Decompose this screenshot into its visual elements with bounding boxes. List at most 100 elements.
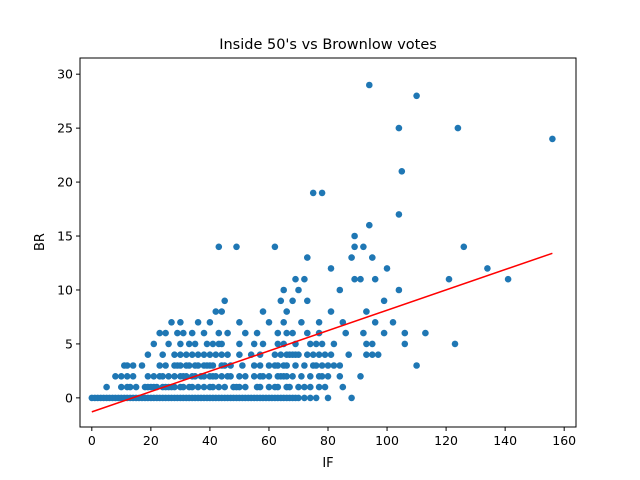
- data-point: [236, 373, 243, 380]
- data-point: [330, 340, 338, 348]
- data-point: [132, 383, 140, 391]
- data-point: [371, 275, 379, 283]
- data-point: [280, 286, 288, 294]
- data-point: [185, 362, 193, 369]
- data-point: [221, 383, 228, 391]
- data-point: [460, 243, 468, 251]
- data-point: [298, 373, 305, 380]
- data-point: [138, 362, 146, 369]
- data-point: [309, 351, 317, 359]
- data-point: [318, 189, 326, 197]
- data-point: [218, 340, 225, 348]
- data-point: [156, 329, 163, 337]
- data-point: [174, 329, 181, 337]
- data-point: [324, 373, 332, 380]
- data-point: [123, 362, 131, 369]
- data-point: [374, 351, 382, 359]
- data-point: [413, 362, 420, 369]
- data-point: [289, 329, 296, 337]
- data-point: [194, 383, 202, 391]
- data-point: [380, 329, 388, 337]
- data-point: [218, 351, 225, 359]
- data-point: [188, 351, 196, 359]
- data-point: [118, 373, 125, 380]
- data-point: [307, 394, 314, 402]
- data-point: [395, 211, 403, 218]
- data-point: [360, 243, 367, 251]
- data-point: [363, 351, 370, 359]
- plot-area-frame: [79, 57, 577, 428]
- data-point: [318, 373, 326, 380]
- data-point: [259, 308, 267, 315]
- data-point: [307, 340, 314, 348]
- data-point: [330, 362, 338, 369]
- data-point: [327, 265, 335, 272]
- data-point: [200, 351, 208, 359]
- data-point: [304, 254, 311, 261]
- data-point: [304, 351, 311, 359]
- data-point: [324, 394, 332, 402]
- data-point: [369, 254, 376, 261]
- data-point: [215, 329, 223, 337]
- y-tick-label: 20: [57, 175, 73, 190]
- x-tick-label: 140: [493, 433, 517, 448]
- data-point: [283, 308, 291, 315]
- data-point: [212, 351, 220, 359]
- points-layer: [88, 81, 556, 402]
- data-point: [221, 297, 228, 305]
- data-point: [274, 383, 282, 391]
- data-point: [250, 373, 258, 380]
- data-point: [289, 297, 296, 305]
- data-point: [274, 362, 282, 369]
- data-point: [301, 394, 308, 402]
- data-point: [215, 383, 223, 391]
- data-point: [484, 265, 491, 272]
- data-point: [200, 329, 208, 337]
- x-tick-label: 0: [88, 433, 96, 448]
- data-point: [339, 319, 347, 326]
- x-axis-label: IF: [322, 456, 333, 471]
- y-tick-label: 25: [57, 121, 73, 136]
- data-point: [250, 362, 258, 369]
- regression-line-layer: [91, 252, 553, 413]
- data-point: [159, 351, 166, 359]
- data-point: [212, 373, 220, 380]
- data-point: [162, 362, 169, 369]
- data-point: [315, 319, 323, 326]
- data-point: [339, 383, 347, 391]
- data-point: [156, 362, 163, 369]
- y-tick-label: 0: [65, 390, 73, 405]
- x-axis-ticks: 0 20 40 60 80 100 120 140 160: [88, 427, 576, 448]
- data-point: [123, 373, 131, 380]
- data-point: [304, 297, 311, 305]
- data-point: [312, 394, 320, 402]
- data-point: [242, 373, 249, 380]
- data-point: [183, 351, 190, 359]
- data-point: [283, 373, 291, 380]
- regression-line: [91, 252, 553, 413]
- data-point: [395, 286, 403, 294]
- data-point: [286, 383, 293, 391]
- data-point: [159, 373, 166, 380]
- data-point: [171, 373, 178, 380]
- data-point: [200, 373, 208, 380]
- x-tick-label: 80: [320, 433, 336, 448]
- y-tick-label: 15: [57, 229, 73, 244]
- data-point: [171, 383, 178, 391]
- data-point: [171, 351, 178, 359]
- data-point: [203, 340, 211, 348]
- data-point: [321, 383, 329, 391]
- data-point: [271, 351, 279, 359]
- data-point: [295, 394, 302, 402]
- data-point: [357, 275, 364, 283]
- data-point: [283, 362, 291, 369]
- data-point: [351, 232, 358, 240]
- data-point: [180, 383, 187, 391]
- data-point: [144, 373, 152, 380]
- x-tick-label: 40: [202, 433, 218, 448]
- data-point: [401, 340, 409, 348]
- data-point: [150, 373, 158, 380]
- data-point: [103, 383, 110, 391]
- data-point: [194, 319, 202, 326]
